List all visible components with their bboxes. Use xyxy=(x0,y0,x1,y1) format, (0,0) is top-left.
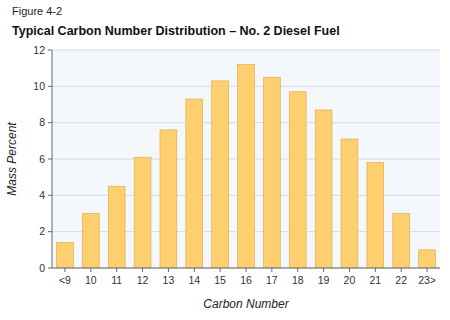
bar xyxy=(134,157,151,268)
bar xyxy=(367,163,384,268)
y-tick-label: 10 xyxy=(33,80,45,92)
bars xyxy=(57,65,436,268)
y-tick xyxy=(48,86,52,87)
y-axis-label: Mass Percent xyxy=(5,122,19,196)
x-tick xyxy=(116,268,117,272)
x-tick xyxy=(323,268,324,272)
x-tick-label: <9 xyxy=(59,274,71,286)
x-tick xyxy=(401,268,402,272)
x-tick-label: 17 xyxy=(266,274,278,286)
x-tick xyxy=(194,268,195,272)
bar xyxy=(315,110,332,268)
bar xyxy=(393,214,410,269)
y-tick-label: 4 xyxy=(39,189,45,201)
x-axis: <9 10 11 12 13 14 15 16 17 18 19 20 21 22 23> xyxy=(59,268,436,286)
x-tick xyxy=(64,268,65,272)
bar xyxy=(341,139,358,268)
x-tick xyxy=(90,268,91,272)
y-tick xyxy=(48,122,52,123)
bar xyxy=(289,92,306,268)
title: Typical Carbon Number Distribution – No.… xyxy=(12,24,340,38)
x-tick xyxy=(246,268,247,272)
x-tick-label: 22 xyxy=(395,274,407,286)
x-tick xyxy=(349,268,350,272)
bar xyxy=(108,186,125,268)
y-tick xyxy=(48,195,52,196)
x-axis-label: Carbon Number xyxy=(203,297,289,311)
bar xyxy=(238,65,255,268)
x-tick xyxy=(297,268,298,272)
x-tick-label: 12 xyxy=(137,274,149,286)
y-tick xyxy=(48,231,52,232)
y-tick xyxy=(48,159,52,160)
bar xyxy=(186,99,203,268)
bar xyxy=(212,81,229,268)
x-tick-label: 23> xyxy=(418,274,436,286)
y-tick-label: 0 xyxy=(39,262,45,274)
x-tick-label: 15 xyxy=(214,274,226,286)
y-tick-label: 8 xyxy=(39,116,45,128)
x-tick-label: 18 xyxy=(292,274,304,286)
x-tick-label: 11 xyxy=(111,274,122,286)
bar xyxy=(419,250,436,268)
chart: Figure 4-2 Typical Carbon Number Distribu… xyxy=(0,0,450,320)
x-tick-label: 10 xyxy=(85,274,97,286)
bar xyxy=(57,243,74,268)
x-tick xyxy=(427,268,428,272)
x-tick-label: 14 xyxy=(188,274,200,286)
plot-background xyxy=(52,50,440,268)
y-axis-line xyxy=(52,50,53,268)
x-tick xyxy=(375,268,376,272)
bar xyxy=(82,214,99,269)
chart-container: Figure 4-2 Typical Carbon Number Distribu… xyxy=(0,0,450,320)
x-tick xyxy=(142,268,143,272)
x-tick xyxy=(220,268,221,272)
x-tick xyxy=(271,268,272,272)
y-tick xyxy=(48,268,52,269)
y-tick-label: 12 xyxy=(33,44,45,56)
y-tick-label: 2 xyxy=(39,225,45,237)
x-tick-label: 16 xyxy=(240,274,252,286)
x-tick-label: 19 xyxy=(318,274,330,286)
bar xyxy=(263,77,280,268)
y-tick-label: 6 xyxy=(39,153,45,165)
x-tick-label: 21 xyxy=(369,274,381,286)
y-axis: 0 2 4 6 8 10 12 xyxy=(33,44,440,274)
figure-label: Figure 4-2 xyxy=(12,5,62,17)
x-tick-label: 13 xyxy=(163,274,175,286)
y-tick xyxy=(48,50,52,51)
bar xyxy=(160,130,177,268)
x-tick-label: 20 xyxy=(344,274,356,286)
x-tick xyxy=(168,268,169,272)
grid-line xyxy=(52,50,440,51)
